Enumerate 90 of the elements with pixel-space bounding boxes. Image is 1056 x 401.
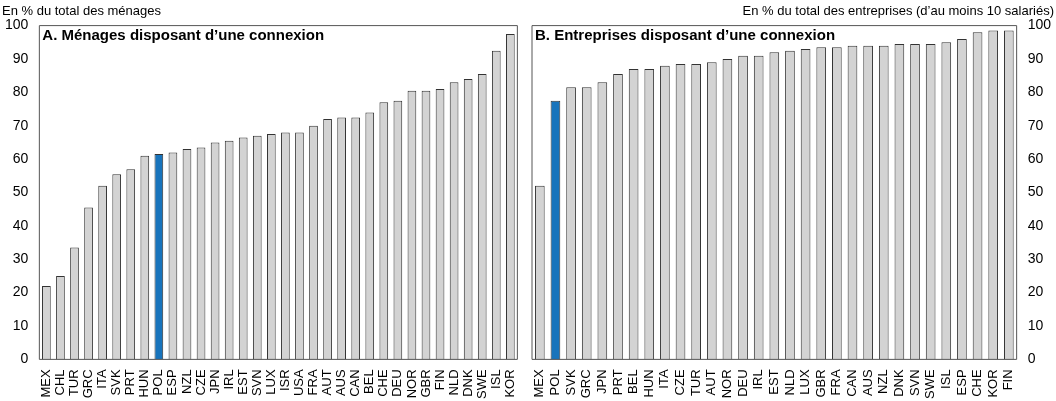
x-tick-label: ISL: [937, 369, 953, 389]
x-tick-label: CAN: [844, 369, 860, 397]
x-tick-label: IRL: [220, 369, 236, 390]
x-tick-label: TUR: [66, 369, 82, 397]
x-tick-label: PRT: [609, 369, 625, 396]
x-tick-label: SVN: [248, 369, 264, 397]
x-tick-label: NOR: [403, 369, 419, 399]
x-tick-label: USA: [291, 369, 307, 397]
x-tick-label: ISR: [276, 369, 292, 392]
chart-title: A. Ménages disposant d’une connexion: [42, 26, 325, 44]
y-axis-title: En % du total des entreprises (d’au moins 10 salariés): [742, 3, 1054, 19]
y-tick-label: 10: [12, 316, 29, 333]
x-tick-label: SWE: [922, 369, 938, 400]
x-tick-label: NLD: [781, 369, 797, 396]
x-tick-label: LUX: [797, 369, 813, 395]
y-tick-label: 70: [1027, 116, 1044, 133]
y-tick-label: 30: [1027, 250, 1044, 267]
x-tick-label: AUS: [333, 369, 349, 397]
x-tick-label: DNK: [890, 369, 906, 397]
x-tick-label: POL: [547, 369, 563, 396]
y-tick-label: 40: [12, 216, 29, 233]
x-tick-label: HUN: [136, 369, 152, 398]
x-tick-label: JPN: [593, 369, 609, 394]
x-tick-label: AUT: [319, 369, 335, 396]
x-tick-label: BEL: [361, 369, 377, 394]
x-tick-label: KOR: [501, 369, 517, 398]
x-tick-label: NLD: [445, 369, 461, 396]
x-tick-label: AUS: [859, 369, 875, 397]
y-tick-label: 20: [12, 283, 29, 300]
x-tick-label: DEU: [389, 369, 405, 397]
y-axis-title: En % du total des ménages: [2, 3, 162, 19]
x-tick-label: ESP: [164, 369, 180, 396]
y-tick-label: 40: [1027, 216, 1044, 233]
x-tick-label: CHE: [375, 369, 391, 397]
x-tick-label: DNK: [459, 369, 475, 397]
x-tick-label: FRA: [305, 369, 321, 396]
x-tick-label: SVN: [906, 369, 922, 397]
y-tick-label: 10: [1027, 316, 1044, 333]
x-tick-label: CZE: [192, 369, 208, 396]
x-tick-label: MEX: [37, 369, 53, 398]
x-tick-label: HUN: [640, 369, 656, 398]
x-tick-label: KOR: [984, 369, 1000, 398]
y-tick-label: 0: [1027, 350, 1036, 367]
y-tick-label: 60: [12, 149, 29, 166]
x-tick-label: CHL: [52, 369, 68, 396]
x-tick-label: ISL: [487, 369, 503, 389]
y-tick-label: 50: [12, 183, 29, 200]
x-tick-label: TUR: [687, 369, 703, 397]
x-tick-label: SWE: [473, 369, 489, 400]
x-tick-label: NZL: [875, 369, 891, 394]
x-tick-label: JPN: [206, 369, 222, 394]
x-tick-label: ITA: [656, 369, 672, 389]
x-tick-label: FRA: [828, 369, 844, 396]
x-tick-label: NOR: [719, 369, 734, 399]
x-tick-label: GBR: [812, 369, 828, 398]
y-tick-label: 80: [12, 83, 29, 100]
x-tick-label: AUT: [703, 369, 719, 396]
x-tick-label: MEX: [531, 369, 547, 398]
y-tick-label: 100: [5, 16, 29, 33]
y-tick-label: 80: [1027, 83, 1044, 100]
y-tick-label: 50: [1027, 183, 1044, 200]
x-tick-label: EST: [234, 369, 250, 395]
x-tick-label: CHE: [969, 369, 985, 397]
x-tick-label: POL: [150, 369, 166, 396]
x-tick-label: PRT: [122, 369, 138, 396]
chart-title: B. Entreprises disposant d’une connexion: [535, 26, 836, 44]
x-tick-label: GBR: [417, 369, 433, 398]
x-tick-label: SVK: [108, 369, 124, 396]
x-tick-label: CAN: [347, 369, 363, 397]
x-tick-label: IRL: [750, 369, 766, 390]
x-tick-label: LUX: [262, 369, 278, 395]
x-tick-label: FIN: [431, 369, 447, 391]
x-tick-label: NZL: [178, 369, 194, 394]
x-tick-label: CZE: [672, 369, 688, 396]
x-tick-label: ESP: [953, 369, 969, 396]
y-tick-label: 90: [12, 49, 29, 66]
y-tick-label: 0: [20, 350, 29, 367]
y-tick-label: 20: [1027, 283, 1044, 300]
x-tick-label: GRC: [80, 369, 96, 399]
x-tick-label: DEU: [734, 369, 750, 397]
x-tick-label: BEL: [625, 369, 641, 394]
x-tick-label: EST: [765, 369, 781, 395]
x-tick-label: ITA: [94, 369, 110, 389]
x-tick-label: GRC: [578, 369, 594, 399]
y-tick-label: 30: [12, 250, 29, 267]
y-tick-label: 60: [1027, 149, 1044, 166]
x-tick-label: FIN: [1000, 369, 1016, 391]
y-tick-label: 90: [1027, 49, 1044, 66]
y-tick-label: 70: [12, 116, 29, 133]
x-tick-label: SVK: [562, 369, 578, 396]
